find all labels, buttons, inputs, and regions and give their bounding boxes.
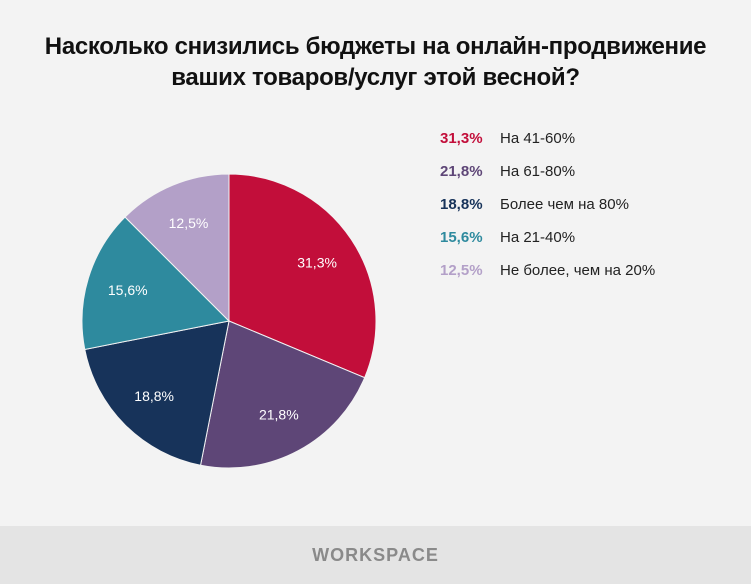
legend-item: 18,8% Более чем на 80% <box>440 188 655 221</box>
pie-slice <box>124 173 230 323</box>
legend-percent: 15,6% <box>440 229 483 246</box>
legend-percent: 31,3% <box>440 130 483 147</box>
pie-slice <box>84 320 230 466</box>
title-line-1: Насколько снизились бюджеты на онлайн-пр… <box>44 33 707 60</box>
pie-slice <box>228 173 377 379</box>
legend-percent: 12,5% <box>440 262 483 279</box>
legend-percent: 18,8% <box>440 196 483 213</box>
legend-label: Более чем на 80% <box>500 196 629 213</box>
legend: 31,3% На 41-60% 21,8% На 61-80% 18,8% Более ч… <box>440 122 655 287</box>
legend-percent: 21,8% <box>440 163 483 180</box>
legend-label: На 61-80% <box>500 163 576 180</box>
slice-data-label: 31,3% <box>297 254 337 270</box>
pie-slice <box>81 216 231 351</box>
pie-chart: 31,3% 21,8% 18,8% 15,6% 12,5% <box>81 173 377 469</box>
footer: WORKSPACE <box>0 526 751 584</box>
slice-data-label: 21,8% <box>259 406 299 422</box>
title-line-2: ваших товаров/услуг этой весной? <box>171 64 580 91</box>
slice-data-label: 18,8% <box>134 388 174 404</box>
legend-label: Не более, чем на 20% <box>500 262 656 279</box>
workspace-logo: WORKSPACE <box>312 544 439 565</box>
slice-data-label: 15,6% <box>108 282 148 298</box>
chart-title: Насколько снизились бюджеты на онлайн-пр… <box>0 31 751 93</box>
legend-label: На 21-40% <box>500 229 576 246</box>
legend-item: 15,6% На 21-40% <box>440 221 655 254</box>
legend-item: 21,8% На 61-80% <box>440 155 655 188</box>
legend-label: На 41-60% <box>500 130 576 147</box>
pie-slice <box>199 320 366 469</box>
slice-data-label: 12,5% <box>169 215 209 231</box>
legend-item: 31,3% На 41-60% <box>440 122 655 155</box>
legend-item: 12,5% Не более, чем на 20% <box>440 254 655 287</box>
